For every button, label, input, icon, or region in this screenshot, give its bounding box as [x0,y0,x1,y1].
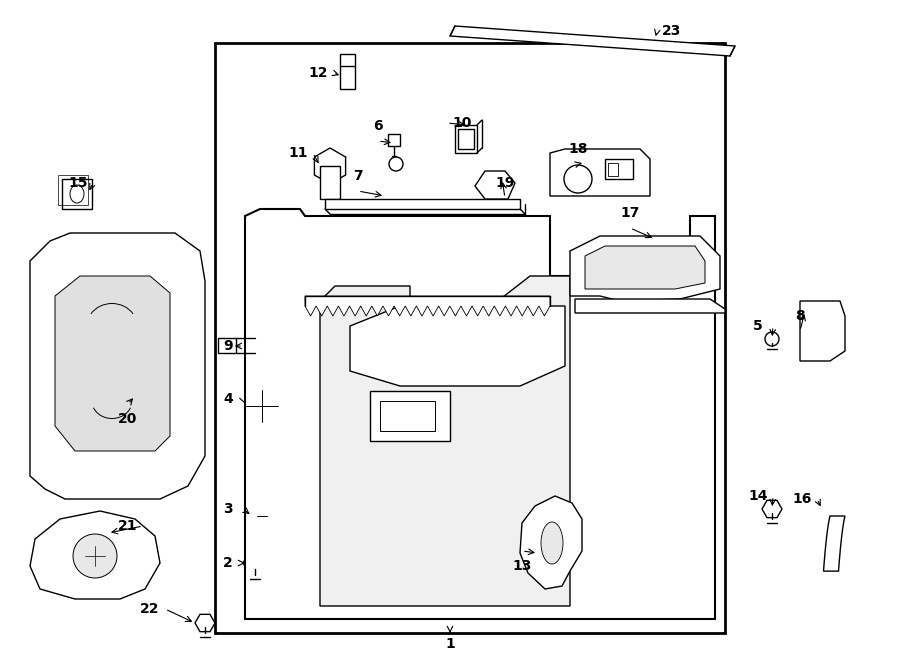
Bar [58,175,88,205]
Polygon shape [243,553,267,573]
Polygon shape [305,296,550,316]
Bar [320,166,340,199]
Text: 1: 1 [446,637,454,651]
Circle shape [564,165,592,193]
Polygon shape [314,148,346,184]
Polygon shape [325,199,520,209]
Text: 7: 7 [353,169,363,183]
Polygon shape [824,516,845,571]
Polygon shape [245,209,715,619]
Polygon shape [585,246,705,289]
Ellipse shape [541,522,563,564]
Polygon shape [762,500,782,518]
Bar [388,134,400,146]
Circle shape [765,332,779,346]
Text: 20: 20 [118,412,138,426]
Ellipse shape [70,185,84,203]
Polygon shape [30,233,205,499]
Polygon shape [475,171,515,199]
Text: 3: 3 [223,502,233,516]
Circle shape [389,157,403,171]
Text: 19: 19 [495,176,515,190]
Bar [455,125,477,153]
Text: 14: 14 [748,489,768,503]
Polygon shape [550,149,650,196]
Text: 12: 12 [308,66,328,80]
Circle shape [73,534,117,578]
Text: 8: 8 [795,309,805,323]
Polygon shape [450,26,735,56]
Text: 23: 23 [662,24,681,38]
Bar [62,179,92,209]
Text: 4: 4 [223,392,233,406]
Bar [605,159,633,179]
Bar [458,129,474,149]
Polygon shape [800,301,845,361]
Polygon shape [370,391,450,441]
Text: 15: 15 [68,176,88,190]
Text: 2: 2 [223,556,233,570]
Bar [215,43,725,633]
Circle shape [246,390,278,422]
Polygon shape [575,299,725,313]
Text: 21: 21 [118,519,138,533]
Polygon shape [520,496,582,589]
Text: 11: 11 [288,146,308,160]
Polygon shape [55,276,170,451]
Text: 10: 10 [453,116,472,130]
Polygon shape [195,614,215,632]
Circle shape [252,506,272,526]
Polygon shape [570,236,720,301]
Bar [340,54,355,89]
Text: 17: 17 [620,206,640,220]
Polygon shape [320,276,570,606]
Bar [608,163,618,176]
Text: 16: 16 [792,492,812,506]
Text: 22: 22 [140,602,160,616]
Bar [380,401,435,431]
Text: 18: 18 [568,142,588,156]
Text: 13: 13 [512,559,532,573]
Polygon shape [350,306,565,386]
Text: 9: 9 [223,339,233,353]
Text: 5: 5 [753,319,763,333]
Bar [218,338,236,353]
Text: 6: 6 [374,119,382,133]
Polygon shape [30,511,160,599]
